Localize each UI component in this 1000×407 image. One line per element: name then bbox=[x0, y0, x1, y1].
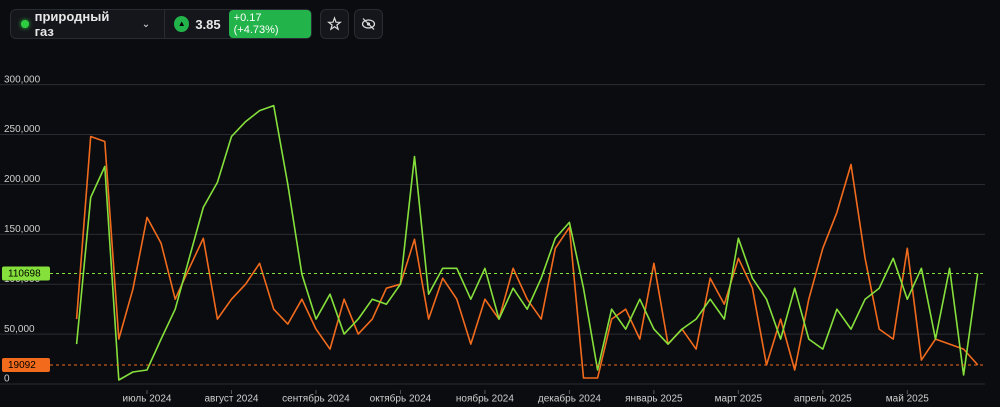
favorite-button[interactable] bbox=[320, 9, 349, 39]
reference-label: 110698 bbox=[8, 269, 41, 280]
x-tick-label: декабрь 2024 bbox=[538, 393, 602, 405]
x-tick-label: январь 2025 bbox=[625, 394, 683, 405]
x-tick-label: ноябрь 2024 bbox=[456, 393, 514, 405]
x-tick-label: сентябрь 2024 bbox=[282, 393, 350, 405]
price-change: +0.17 (+4.73%) bbox=[228, 10, 311, 38]
divider bbox=[164, 9, 166, 39]
up-icon: ▲ bbox=[174, 16, 190, 32]
series-line bbox=[75, 135, 979, 379]
instrument-name[interactable]: природный газ bbox=[34, 9, 110, 39]
x-tick-label: июль 2024 bbox=[123, 394, 172, 405]
reference-badge bbox=[2, 266, 50, 281]
x-tick-label: апрель 2025 bbox=[794, 394, 852, 405]
y-tick-label: 50,000 bbox=[4, 324, 35, 335]
price: 3.85 bbox=[195, 16, 221, 32]
x-tick-label: октябрь 2024 bbox=[370, 393, 432, 405]
series-line bbox=[75, 104, 979, 381]
y-tick-label: 300,000 bbox=[4, 74, 41, 85]
reference-label: 19092 bbox=[8, 360, 36, 371]
y-tick-label: 0 bbox=[4, 374, 10, 385]
reference-badge bbox=[2, 357, 50, 372]
y-tick-label: 100,000 bbox=[4, 274, 41, 285]
y-tick-label: 200,000 bbox=[4, 174, 41, 185]
hide-button[interactable] bbox=[354, 9, 383, 39]
y-tick-label: 250,000 bbox=[4, 124, 41, 135]
dropdown[interactable]: ⌄ bbox=[141, 18, 151, 30]
star-icon bbox=[327, 16, 342, 31]
x-tick-label: март 2025 bbox=[715, 394, 763, 405]
y-tick-label: 150,000 bbox=[4, 224, 41, 235]
instrument-bar: природный газ ⌄ ▲ 3.85 +0.17 (+4.73%) bbox=[10, 9, 312, 39]
x-tick-label: август 2024 bbox=[204, 394, 258, 405]
eye-off-icon bbox=[361, 18, 376, 30]
x-tick-label: май 2025 bbox=[886, 394, 929, 405]
status-dot bbox=[21, 20, 29, 28]
